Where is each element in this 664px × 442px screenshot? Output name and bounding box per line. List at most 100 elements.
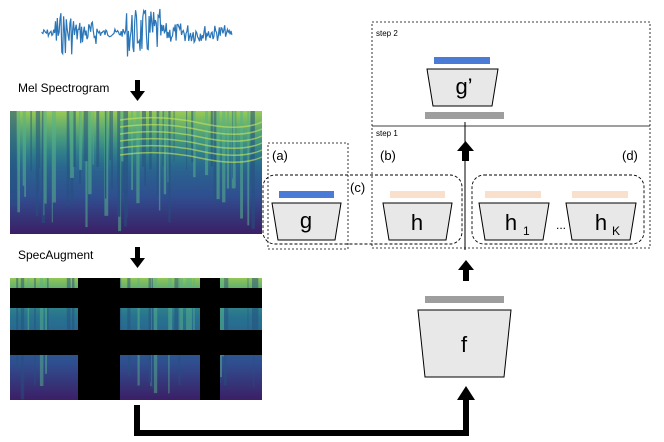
spectrogram-streak — [10, 111, 15, 207]
spectrogram-streak — [225, 278, 229, 349]
spectrogram-streak — [149, 111, 152, 170]
spectrogram-streak — [17, 111, 20, 213]
encoder-f-label: f — [461, 332, 468, 357]
hk-label: h — [595, 210, 607, 235]
spectrogram-streak — [96, 111, 100, 167]
spectrogram-streak — [191, 111, 194, 163]
step2-label: step 2 — [376, 29, 398, 38]
spectrogram-streak — [30, 111, 32, 172]
spectrogram-streak — [247, 111, 250, 226]
spectrogram-streak — [179, 278, 183, 341]
spectrogram-streak — [45, 278, 47, 374]
spectrogram-harmonic — [119, 116, 263, 128]
spectrogram-streak — [220, 278, 224, 357]
spectrogram-streak — [251, 111, 255, 229]
hk-block — [565, 202, 637, 241]
spectrogram-streak — [92, 111, 94, 165]
spectrogram-streak — [131, 111, 133, 190]
g-prime-input-bar — [425, 112, 504, 119]
spectrogram-streak — [111, 111, 113, 189]
spectrogram-streak — [79, 111, 82, 170]
spectrogram-streak — [47, 278, 49, 347]
spectrogram-streak — [120, 111, 124, 162]
spectrogram-harmonic — [119, 137, 263, 149]
up-arrow-icon — [458, 260, 474, 281]
step2-box — [371, 21, 651, 127]
spectrogram-streak — [85, 111, 88, 228]
spectrogram-streak — [24, 111, 26, 197]
spectrogram-streak — [173, 111, 175, 162]
spectrogram-streak — [73, 111, 76, 167]
h1-subscript: 1 — [523, 224, 530, 238]
spectrogram-streak — [188, 278, 192, 353]
spectrogram-streak — [122, 111, 127, 193]
spectrogram-streak — [156, 111, 160, 197]
variant-c-label: (c) — [350, 180, 365, 195]
spectrogram-streak — [169, 278, 173, 341]
hk-output-bar — [572, 191, 628, 198]
down-arrow-icon — [130, 247, 145, 268]
spectrogram-streak — [22, 111, 25, 186]
g-prime-label: g’ — [455, 74, 472, 99]
elbow-arrow-icon — [134, 386, 475, 436]
spectrogram-streak — [14, 111, 17, 206]
hk-subscript: K — [612, 224, 620, 238]
spectrogram-streak — [186, 111, 188, 170]
variant-c-box — [262, 174, 463, 245]
g-output-bar — [279, 191, 334, 198]
variant-a-label: (a) — [272, 148, 288, 163]
spectrogram-streak — [83, 111, 88, 162]
spectrogram-harmonic — [119, 123, 263, 135]
augmented-spectrogram-image — [10, 278, 262, 400]
g-prime-block — [426, 68, 499, 107]
spectrogram-harmonic — [119, 151, 263, 163]
spectrogram-streak — [117, 111, 121, 217]
audio-waveform — [41, 8, 233, 57]
spectrogram-streak — [40, 278, 42, 359]
spectrogram-harmonic — [119, 130, 263, 142]
spectrogram-streak — [43, 111, 47, 204]
encoder-f-block — [417, 309, 512, 378]
h1-label: h — [505, 210, 517, 235]
spectrogram-streak — [105, 111, 107, 199]
time-mask — [78, 278, 120, 400]
h-output-bar — [390, 191, 445, 198]
spectrogram-streak — [240, 111, 243, 219]
spectrogram-streak — [88, 111, 92, 195]
spectrogram-streak — [136, 111, 140, 204]
spectrogram-streak — [216, 111, 220, 200]
mel-spectrogram-image — [10, 111, 263, 234]
spectrogram-streak — [66, 111, 70, 206]
spectrogram-streak — [51, 111, 53, 223]
spectrogram-streak — [109, 111, 112, 161]
spectrogram-streak — [205, 111, 209, 176]
variant-a-box — [267, 142, 349, 250]
h-label: h — [411, 210, 423, 235]
f-output-bar — [425, 296, 504, 303]
spectrogram-streak — [247, 278, 249, 350]
spectrogram-streak — [222, 111, 226, 203]
frequency-mask — [10, 330, 262, 355]
g-prime-output-bar — [434, 57, 490, 64]
variant-b-label: (b) — [380, 148, 396, 163]
h1-block — [478, 202, 550, 241]
spectrogram-streak — [35, 111, 39, 217]
frequency-mask — [10, 288, 262, 308]
spectrogram-streak — [193, 111, 196, 178]
g-block — [271, 202, 342, 241]
spectrogram-streak — [70, 111, 74, 178]
down-arrow-icon — [130, 80, 145, 101]
g-label: g — [300, 208, 312, 233]
spectrogram-harmonic — [119, 144, 263, 156]
specaugment-label: SpecAugment — [18, 248, 94, 262]
spectrogram-streak — [66, 278, 71, 353]
mel-spectrogram-label: Mel Spectrogram — [18, 81, 109, 95]
spectrogram-streak — [127, 278, 131, 377]
up-arrow-icon — [457, 141, 474, 161]
time-mask — [200, 278, 220, 400]
spectrogram-streak — [174, 278, 178, 343]
spectrogram-streak — [254, 278, 259, 347]
ellipsis-label: ... — [556, 218, 566, 232]
spectrogram-streak — [43, 111, 45, 216]
h-block — [382, 202, 453, 241]
